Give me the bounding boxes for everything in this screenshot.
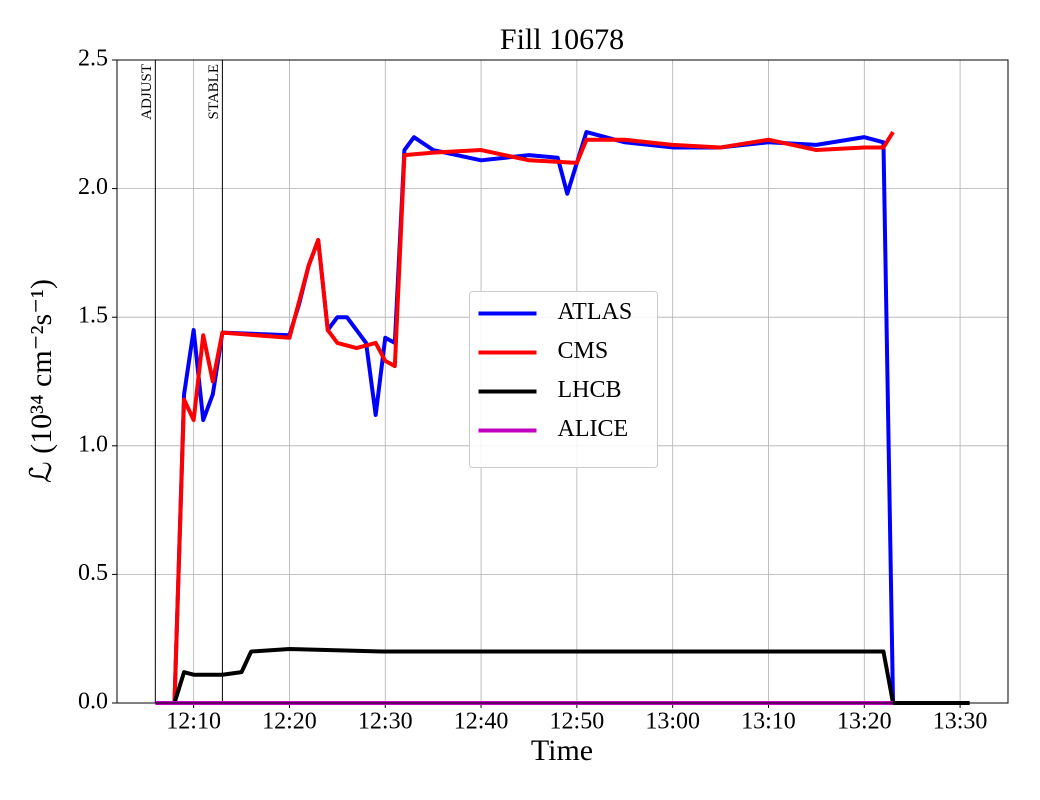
legend-label: LHCB: [558, 377, 622, 403]
series-line: [172, 646, 970, 705]
x-tick-label: 13:10: [741, 709, 796, 735]
chart-title: Fill 10678: [500, 23, 624, 56]
phase-label: STABLE: [206, 64, 222, 119]
y-tick-label: 1.5: [78, 303, 108, 329]
y-tick-label: 1.0: [78, 431, 108, 457]
x-tick-label: 13:30: [933, 709, 988, 735]
phase-label: ADJUST: [139, 64, 155, 120]
y-tick-label: 0.5: [78, 560, 108, 586]
x-tick-label: 12:30: [358, 709, 413, 735]
y-tick-label: 0.0: [78, 689, 108, 715]
legend-box: [469, 291, 658, 468]
y-axis-label: ℒ (10³⁴ cm⁻²s⁻¹): [25, 279, 58, 483]
x-tick-label: 12:50: [550, 709, 605, 735]
plot-frame: [116, 59, 1009, 704]
legend-label: ATLAS: [558, 299, 633, 325]
x-tick-label: 12:10: [166, 709, 221, 735]
series-line: [172, 130, 895, 704]
legend-label: ALICE: [558, 416, 629, 442]
x-axis-label: Time: [531, 734, 593, 767]
y-tick-label: 2.5: [78, 46, 108, 72]
x-tick-label: 12:20: [262, 709, 317, 735]
y-tick-label: 2.0: [78, 174, 108, 200]
x-tick-label: 12:40: [454, 709, 509, 735]
legend-label: CMS: [558, 338, 609, 364]
x-tick-label: 13:00: [645, 709, 700, 735]
x-tick-label: 13:20: [837, 709, 892, 735]
